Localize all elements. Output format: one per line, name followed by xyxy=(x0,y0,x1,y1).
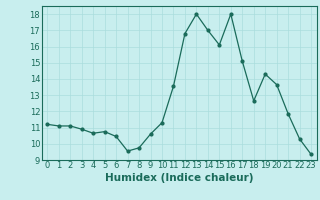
X-axis label: Humidex (Indice chaleur): Humidex (Indice chaleur) xyxy=(105,173,253,183)
